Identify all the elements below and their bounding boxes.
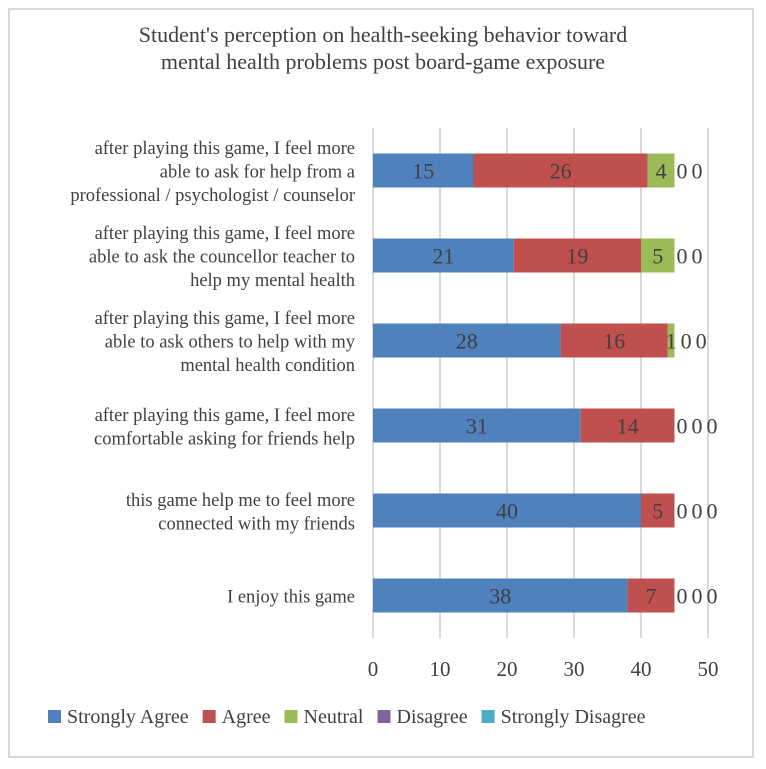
bar-agree xyxy=(627,578,675,613)
legend-label: Neutral xyxy=(304,706,364,728)
chart-title: Student's perception on health-seeking b… xyxy=(139,22,627,47)
data-label: 5 xyxy=(652,244,663,269)
chart-title: mental health problems post board-game e… xyxy=(161,49,605,74)
data-label: 0 xyxy=(692,414,703,439)
bar-strongly-agree xyxy=(373,153,474,188)
bar-neutral xyxy=(667,323,675,358)
data-label: 0 xyxy=(692,244,703,269)
bar-agree xyxy=(473,153,648,188)
bar-strongly-agree xyxy=(373,578,628,613)
data-label: 0 xyxy=(692,159,703,184)
legend-label: Agree xyxy=(222,706,271,728)
data-label: 15 xyxy=(412,159,434,184)
data-label: 0 xyxy=(681,329,692,354)
bar-strongly-agree xyxy=(373,238,514,273)
data-label: 0 xyxy=(677,244,688,269)
bar-strongly-agree xyxy=(373,408,581,443)
data-label: 21 xyxy=(432,244,454,269)
category-label: able to ask others to help with my xyxy=(105,333,356,353)
data-label: 5 xyxy=(652,499,663,524)
bar-strongly-agree xyxy=(373,493,641,528)
data-label: 0 xyxy=(677,159,688,184)
category-label: able to ask the councellor teacher to xyxy=(89,248,355,268)
category-label: mental health condition xyxy=(180,356,355,376)
x-tick-label: 50 xyxy=(698,657,719,681)
legend-swatch xyxy=(377,710,391,723)
category-label: help my mental health xyxy=(190,271,355,291)
legend-swatch xyxy=(48,710,61,723)
category-label: after playing this game, I feel more xyxy=(95,139,355,159)
data-label: 0 xyxy=(707,499,718,524)
category-label: professional / psychologist / counselor xyxy=(70,186,355,206)
data-label: 1 xyxy=(666,329,677,354)
bar-strongly-agree xyxy=(373,323,561,358)
legend-label: Disagree xyxy=(397,706,468,728)
category-label: connected with my friends xyxy=(158,514,355,534)
data-label: 38 xyxy=(489,584,511,609)
x-tick-label: 30 xyxy=(564,657,585,681)
data-label: 19 xyxy=(566,244,588,269)
data-label: 14 xyxy=(617,414,639,439)
legend-swatch xyxy=(481,710,495,723)
legend-swatch xyxy=(284,710,298,723)
data-label: 4 xyxy=(656,159,667,184)
data-label: 0 xyxy=(692,499,703,524)
data-label: 26 xyxy=(550,159,572,184)
category-label: I enjoy this game xyxy=(227,588,355,608)
data-label: 16 xyxy=(603,329,625,354)
data-label: 0 xyxy=(707,584,718,609)
legend-swatch xyxy=(202,710,216,723)
category-label: after playing this game, I feel more xyxy=(95,406,355,426)
category-label: this game help me to feel more xyxy=(126,491,355,511)
bar-neutral xyxy=(647,153,675,188)
x-tick-label: 10 xyxy=(430,657,451,681)
x-tick-label: 40 xyxy=(631,657,652,681)
bar-agree xyxy=(580,408,675,443)
category-label: able to ask for help from a xyxy=(160,163,355,183)
data-label: 40 xyxy=(496,499,518,524)
bar-agree xyxy=(560,323,668,358)
data-label: 0 xyxy=(677,584,688,609)
category-label: after playing this game, I feel more xyxy=(95,224,355,244)
data-label: 0 xyxy=(677,499,688,524)
legend-label: Strongly Agree xyxy=(67,706,189,728)
data-label: 7 xyxy=(646,584,657,609)
data-label: 0 xyxy=(692,584,703,609)
x-tick-label: 20 xyxy=(497,657,518,681)
chart-border xyxy=(8,8,754,758)
data-label: 31 xyxy=(466,414,488,439)
bar-agree xyxy=(641,493,675,528)
data-label: 0 xyxy=(696,329,707,354)
x-tick-label: 0 xyxy=(368,657,379,681)
bar-neutral xyxy=(641,238,675,273)
data-label: 0 xyxy=(707,414,718,439)
data-label: 0 xyxy=(677,414,688,439)
category-label: after playing this game, I feel more xyxy=(95,309,355,329)
legend-label: Strongly Disagree xyxy=(501,706,646,728)
bar-agree xyxy=(513,238,641,273)
data-label: 28 xyxy=(456,329,478,354)
category-label: comfortable asking for friends help xyxy=(94,429,355,449)
